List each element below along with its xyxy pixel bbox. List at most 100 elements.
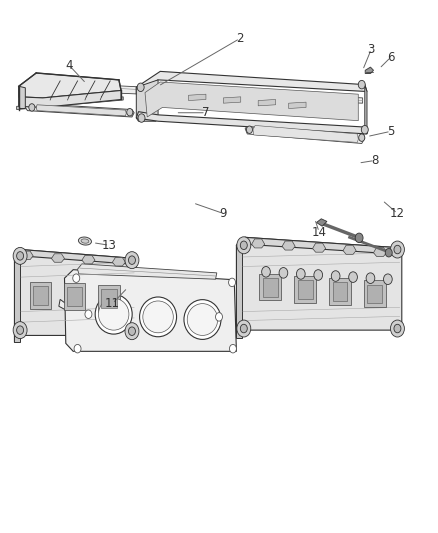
Circle shape xyxy=(127,109,133,116)
Polygon shape xyxy=(237,237,402,254)
Polygon shape xyxy=(364,280,386,307)
Circle shape xyxy=(74,344,81,353)
Text: 9: 9 xyxy=(219,207,227,220)
Polygon shape xyxy=(263,278,278,297)
Text: 12: 12 xyxy=(390,207,405,220)
Polygon shape xyxy=(67,287,82,306)
Polygon shape xyxy=(329,278,351,305)
Polygon shape xyxy=(64,270,237,351)
Ellipse shape xyxy=(99,298,129,330)
Circle shape xyxy=(240,324,247,333)
Circle shape xyxy=(384,274,392,285)
Polygon shape xyxy=(313,243,325,252)
Circle shape xyxy=(247,126,253,133)
Circle shape xyxy=(349,272,357,282)
Polygon shape xyxy=(78,264,217,279)
Polygon shape xyxy=(33,286,48,305)
Circle shape xyxy=(13,321,27,338)
Polygon shape xyxy=(19,86,121,108)
Polygon shape xyxy=(289,102,306,109)
Circle shape xyxy=(391,241,404,258)
Polygon shape xyxy=(14,249,136,264)
Polygon shape xyxy=(14,249,136,342)
Circle shape xyxy=(17,252,24,260)
Text: 6: 6 xyxy=(387,51,395,63)
Polygon shape xyxy=(51,254,64,262)
Ellipse shape xyxy=(140,297,177,337)
Polygon shape xyxy=(294,276,316,303)
Circle shape xyxy=(391,320,404,337)
Polygon shape xyxy=(252,239,265,248)
Text: 5: 5 xyxy=(387,125,395,138)
Polygon shape xyxy=(17,97,123,110)
Polygon shape xyxy=(374,247,387,256)
Circle shape xyxy=(355,233,363,243)
Polygon shape xyxy=(253,125,358,142)
Text: 3: 3 xyxy=(367,43,375,55)
Polygon shape xyxy=(113,257,125,266)
Circle shape xyxy=(314,270,322,280)
Polygon shape xyxy=(332,282,347,301)
Circle shape xyxy=(137,83,144,92)
Polygon shape xyxy=(259,274,281,301)
Polygon shape xyxy=(365,67,374,74)
Polygon shape xyxy=(365,85,367,134)
Polygon shape xyxy=(317,219,327,226)
Polygon shape xyxy=(19,86,25,109)
Text: 14: 14 xyxy=(311,225,327,239)
Polygon shape xyxy=(282,241,295,250)
Polygon shape xyxy=(39,82,363,103)
Polygon shape xyxy=(145,82,358,120)
Circle shape xyxy=(229,278,236,287)
Polygon shape xyxy=(25,103,134,117)
Circle shape xyxy=(240,241,247,249)
Ellipse shape xyxy=(187,304,218,335)
Text: 8: 8 xyxy=(371,154,378,167)
Polygon shape xyxy=(14,256,20,342)
Polygon shape xyxy=(36,105,126,116)
Circle shape xyxy=(297,269,305,279)
Circle shape xyxy=(358,80,365,89)
Circle shape xyxy=(394,245,401,254)
Polygon shape xyxy=(19,73,121,98)
Text: 4: 4 xyxy=(65,59,73,71)
Text: 2: 2 xyxy=(236,32,244,45)
Circle shape xyxy=(29,104,35,111)
Polygon shape xyxy=(298,280,313,299)
Circle shape xyxy=(361,125,368,134)
Text: 13: 13 xyxy=(102,239,117,252)
Circle shape xyxy=(85,310,92,318)
Circle shape xyxy=(359,134,365,141)
Ellipse shape xyxy=(184,300,221,340)
Circle shape xyxy=(73,274,80,282)
Polygon shape xyxy=(136,80,158,121)
Ellipse shape xyxy=(143,301,173,333)
Text: 7: 7 xyxy=(202,106,210,119)
Polygon shape xyxy=(223,97,241,103)
Ellipse shape xyxy=(81,239,89,243)
Polygon shape xyxy=(136,71,367,94)
Circle shape xyxy=(125,322,139,340)
Polygon shape xyxy=(245,123,365,143)
Polygon shape xyxy=(367,285,382,303)
Polygon shape xyxy=(237,237,402,338)
Circle shape xyxy=(17,326,24,334)
Circle shape xyxy=(331,271,340,281)
Circle shape xyxy=(385,248,392,257)
Ellipse shape xyxy=(95,294,132,334)
Polygon shape xyxy=(30,282,51,309)
Circle shape xyxy=(125,252,139,269)
Polygon shape xyxy=(82,255,95,264)
Circle shape xyxy=(237,320,251,337)
Polygon shape xyxy=(136,112,367,134)
Circle shape xyxy=(237,237,251,254)
Circle shape xyxy=(394,324,401,333)
Circle shape xyxy=(138,114,145,122)
Polygon shape xyxy=(237,245,242,338)
Circle shape xyxy=(230,344,237,353)
Polygon shape xyxy=(64,284,85,310)
Polygon shape xyxy=(99,285,120,312)
Polygon shape xyxy=(102,289,117,308)
Polygon shape xyxy=(343,245,356,254)
Polygon shape xyxy=(188,94,206,101)
